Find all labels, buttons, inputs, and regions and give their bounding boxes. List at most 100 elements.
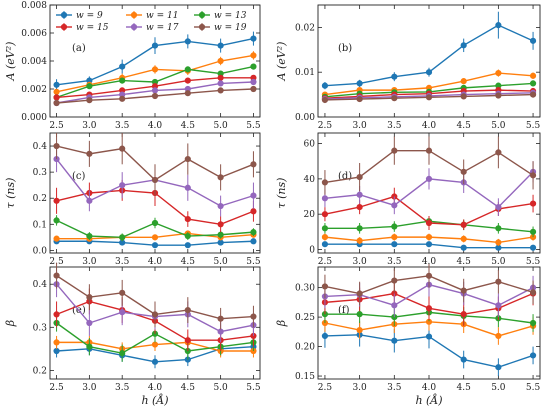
panel-label: (f) — [338, 305, 350, 316]
y-tick-label: 0.3 — [33, 168, 48, 178]
x-tick-label: 4.0 — [148, 383, 163, 393]
data-point — [391, 202, 398, 209]
series-w=9 — [321, 11, 537, 90]
data-point — [356, 311, 363, 318]
legend: w = 9 w = 11 w = 13 w = 15 w = 17 w = 19 — [56, 11, 247, 33]
series-w=11 — [53, 230, 257, 242]
panel-label: (b) — [338, 43, 352, 54]
x-tick-label: 5.0 — [491, 383, 506, 393]
data-point — [53, 311, 60, 318]
data-point — [217, 221, 224, 228]
y-tick-label: 0.006 — [21, 29, 47, 39]
data-point — [184, 184, 191, 191]
data-point — [53, 94, 60, 101]
data-point — [321, 283, 329, 290]
series-w=9 — [53, 31, 257, 91]
x-tick-label: 4.0 — [422, 121, 437, 131]
data-point — [425, 94, 433, 101]
data-point — [356, 326, 363, 334]
data-point — [529, 72, 537, 79]
x-tick-label: 3.0 — [352, 257, 367, 267]
x-tick-label: 2.5 — [318, 383, 333, 393]
data-point — [86, 197, 93, 204]
x-tick-label: 2.5 — [49, 121, 64, 131]
data-point — [86, 232, 93, 240]
y-axis-label: β — [4, 320, 17, 327]
legend-marker — [198, 11, 206, 19]
data-point — [217, 87, 224, 94]
data-point — [391, 234, 398, 241]
data-point — [119, 95, 126, 102]
data-point — [184, 337, 191, 344]
data-point — [529, 37, 537, 44]
x-tick-label: 3.5 — [387, 121, 402, 131]
data-point — [391, 95, 398, 102]
legend-entry: w = 19 — [214, 23, 247, 33]
data-point — [356, 95, 363, 103]
data-point — [53, 88, 60, 95]
data-point — [250, 192, 257, 199]
data-point — [391, 147, 398, 154]
data-point — [425, 147, 433, 154]
data-point — [425, 333, 433, 340]
y-tick-label: 0.4 — [33, 280, 48, 290]
data-point — [86, 150, 93, 157]
data-point — [425, 69, 433, 76]
data-point — [217, 315, 224, 322]
x-tick-label: 3.5 — [115, 257, 130, 267]
data-point — [460, 244, 467, 251]
x-tick-label: 3.0 — [352, 383, 367, 393]
data-point — [53, 81, 60, 88]
data-point — [425, 234, 433, 241]
data-point — [495, 332, 502, 340]
x-tick-label: 2.5 — [49, 383, 64, 393]
x-axis-label: h (Å) — [141, 393, 168, 407]
data-point — [53, 347, 60, 355]
data-point — [321, 332, 329, 340]
data-point — [151, 87, 159, 94]
data-point — [217, 80, 224, 87]
x-tick-label: 4.5 — [181, 121, 196, 131]
x-axis-label: h (Å) — [415, 393, 442, 407]
data-point — [495, 22, 502, 29]
y-tick-label: 0.000 — [21, 113, 47, 123]
data-point — [184, 77, 191, 84]
y-axis-label: A (eV²) — [275, 42, 288, 82]
data-point — [250, 52, 257, 59]
legend-entry: w = 15 — [76, 23, 109, 33]
data-point — [250, 313, 257, 320]
y-axis-label: τ (ns) — [4, 178, 17, 209]
data-point — [151, 358, 159, 365]
x-tick-label: 4.5 — [181, 257, 196, 267]
data-point — [184, 90, 191, 97]
x-tick-label: 3.0 — [352, 121, 367, 131]
data-point — [529, 200, 537, 207]
data-point — [356, 204, 363, 211]
data-point — [119, 145, 126, 152]
data-point — [460, 235, 467, 242]
data-point — [250, 161, 257, 168]
data-point — [250, 85, 257, 93]
data-point — [184, 242, 191, 249]
x-tick-label: 4.5 — [457, 121, 472, 131]
x-tick-label: 5.0 — [213, 383, 228, 393]
data-point — [217, 202, 224, 210]
y-tick-label: 0.002 — [21, 85, 47, 95]
x-tick-label: 2.5 — [49, 257, 64, 267]
data-point — [53, 272, 60, 279]
x-tick-label: 4.0 — [148, 121, 163, 131]
y-tick-label: 0.25 — [295, 313, 315, 323]
data-point — [529, 228, 537, 235]
x-tick-label: 5.0 — [491, 121, 506, 131]
data-point — [529, 172, 537, 179]
data-point — [356, 225, 363, 232]
y-tick-label: 40 — [304, 175, 316, 185]
data-point — [529, 80, 537, 87]
data-point — [119, 289, 126, 296]
data-point — [217, 174, 224, 181]
data-point — [53, 142, 60, 150]
data-point — [184, 38, 191, 45]
y-axis-label: τ (ns) — [275, 178, 288, 209]
y-tick-label: 0.2 — [33, 366, 47, 376]
data-point — [53, 217, 60, 224]
